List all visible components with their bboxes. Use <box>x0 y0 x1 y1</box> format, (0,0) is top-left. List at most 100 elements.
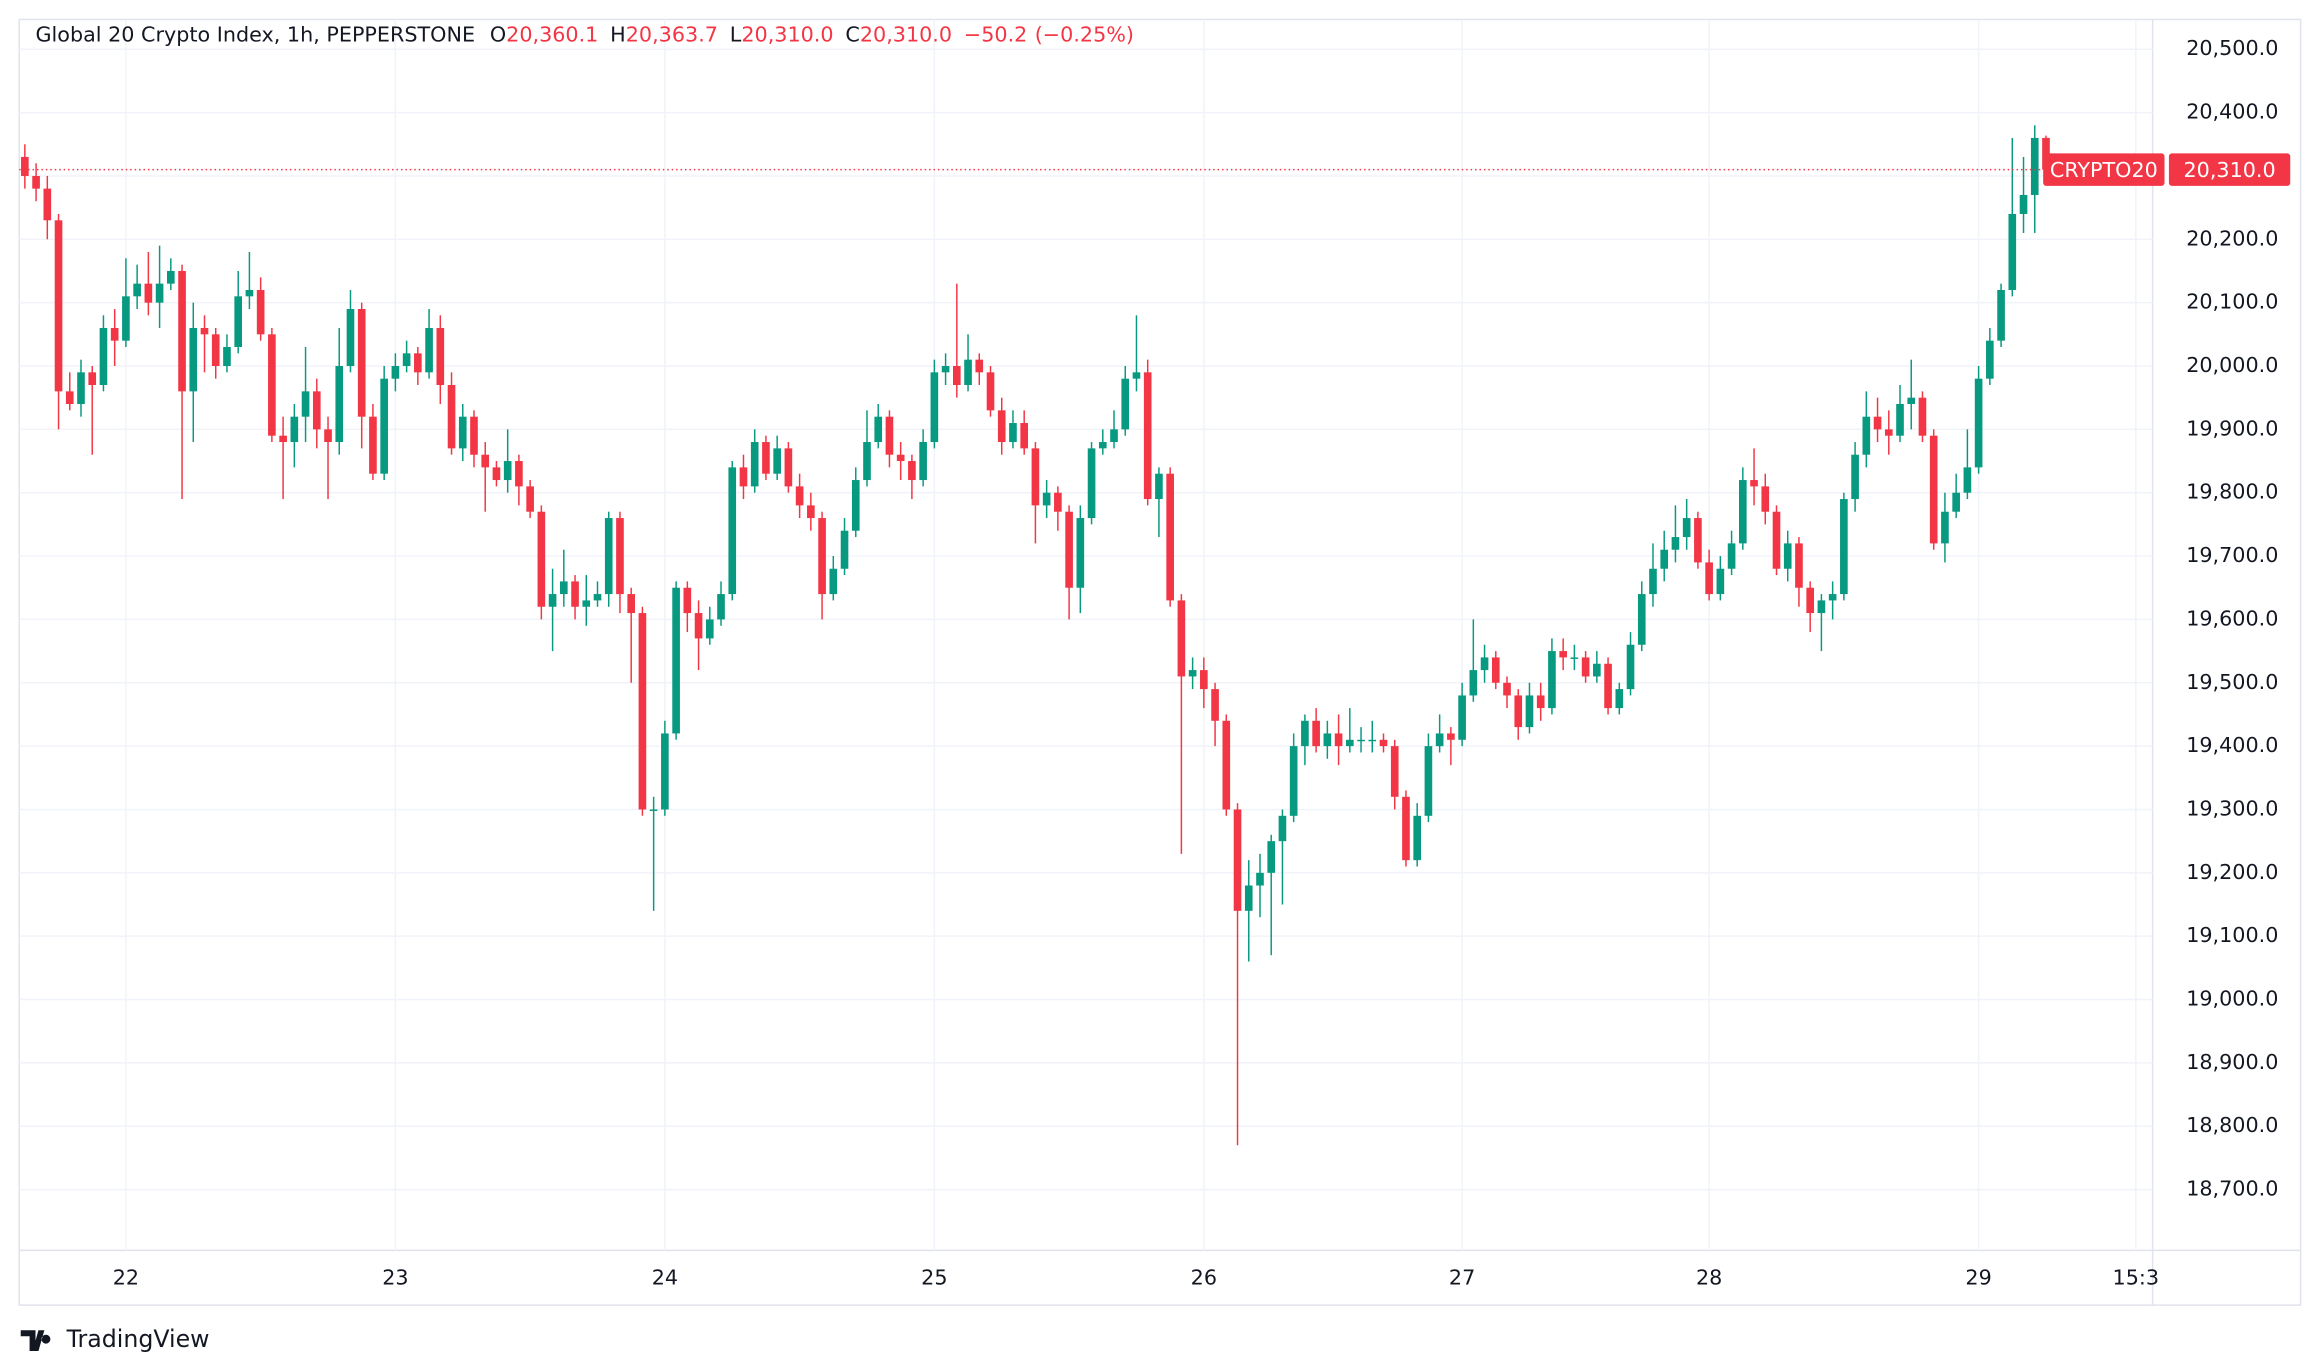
candle-body <box>515 461 523 487</box>
candle-body <box>795 486 804 506</box>
candle-body <box>301 391 310 417</box>
candle-body <box>1222 720 1231 810</box>
y-tick-label: 18,700.0 <box>2186 1177 2278 1201</box>
candle-body <box>1447 733 1455 740</box>
candle-body <box>1323 733 1332 747</box>
candle-body <box>234 296 243 348</box>
candle-body <box>952 366 961 386</box>
candle-body <box>1469 670 1478 696</box>
candle-body <box>436 327 445 386</box>
candle-body <box>1559 651 1567 658</box>
candle-body <box>941 366 950 373</box>
candle-body <box>144 283 153 303</box>
y-tick-label: 19,400.0 <box>2186 733 2278 757</box>
candle-body <box>167 270 175 284</box>
candle-body <box>773 448 781 474</box>
candle-body <box>851 480 860 531</box>
candle-body <box>1121 378 1130 430</box>
candle-body <box>1233 809 1242 911</box>
candle-body <box>110 327 119 341</box>
candle-body <box>784 448 793 487</box>
candle-body <box>638 613 647 810</box>
x-tick-label: 28 <box>1696 1266 1722 1290</box>
grid <box>19 19 2153 1251</box>
symbol-tag: CRYPTO20 <box>2050 158 2158 182</box>
candle-body <box>997 410 1006 443</box>
candle-body <box>1626 644 1635 690</box>
candle-body <box>672 587 680 734</box>
candle-body <box>1413 815 1422 861</box>
candle-body <box>840 530 849 569</box>
candle-body <box>369 416 377 474</box>
candle-body <box>728 467 737 595</box>
candle-body <box>1098 442 1107 449</box>
legend: Global 20 Crypto Index, 1h, PEPPERSTONE O… <box>36 23 1135 47</box>
candle-body <box>1334 733 1343 747</box>
candle-body <box>1031 448 1040 506</box>
candle-body <box>290 416 299 443</box>
candle-body <box>211 334 220 367</box>
candle-body <box>649 809 658 811</box>
candle-body <box>2030 137 2039 195</box>
candle-body <box>200 327 209 335</box>
candle-body <box>1727 543 1736 569</box>
x-tick-label: 27 <box>1449 1266 1475 1290</box>
candle-body <box>1166 473 1174 601</box>
x-tick-label: 24 <box>652 1266 678 1290</box>
y-tick-label: 18,900.0 <box>2186 1050 2278 1074</box>
candle-body <box>1435 733 1444 747</box>
legend-value: 20,360.1 <box>506 23 598 47</box>
candle-body <box>122 296 130 341</box>
candle-body <box>1390 746 1399 797</box>
candle-body <box>155 283 164 303</box>
candle-body <box>1548 651 1556 709</box>
candle-body <box>1840 499 1848 595</box>
candle-body <box>1345 739 1354 747</box>
candle-body <box>1155 473 1163 500</box>
candle-body <box>1862 416 1871 455</box>
candle-body <box>964 359 972 386</box>
candle-body <box>1312 720 1320 747</box>
candle-body <box>1705 562 1713 595</box>
legend-change: −50.2 <box>964 23 1027 47</box>
price-tag-bg <box>2168 153 2291 186</box>
candle-body <box>32 175 40 189</box>
price-tag: 20,310.0 <box>2183 158 2275 182</box>
y-tick-label: 19,300.0 <box>2186 796 2278 820</box>
candle-body <box>1042 492 1051 506</box>
brand-logo <box>20 1330 51 1352</box>
candle-body <box>1503 682 1511 696</box>
candle-body <box>1143 372 1152 500</box>
candle-body <box>750 442 759 487</box>
candle-body <box>885 416 894 455</box>
candle-body <box>661 733 669 810</box>
candle-body <box>1750 480 1758 487</box>
legend-key: O <box>490 23 506 47</box>
candle-body <box>65 391 74 405</box>
candle-body <box>986 372 995 411</box>
candle-body <box>346 308 355 367</box>
candle-body <box>402 353 411 367</box>
candle-body <box>1873 416 1882 430</box>
candle-body <box>492 467 501 481</box>
candle-body <box>593 594 602 601</box>
candle-body <box>1851 454 1859 500</box>
legend-key: H <box>610 23 626 47</box>
candle-body <box>312 391 321 430</box>
candle-body <box>526 486 534 512</box>
candle-body <box>1671 537 1680 550</box>
candle-body <box>1188 670 1197 677</box>
candle-body <box>1256 872 1264 886</box>
candle-body <box>1806 587 1815 614</box>
candle-body <box>189 327 198 392</box>
candle-body <box>1076 518 1085 588</box>
legend-key: L <box>730 23 742 47</box>
candle-body <box>1054 492 1062 512</box>
candle-body <box>1963 467 1972 493</box>
candle-body <box>616 518 624 595</box>
candle-body <box>503 461 512 481</box>
candle-body <box>54 220 63 392</box>
x-tick-label: 23 <box>382 1266 408 1290</box>
y-tick-label: 19,600.0 <box>2186 606 2278 630</box>
